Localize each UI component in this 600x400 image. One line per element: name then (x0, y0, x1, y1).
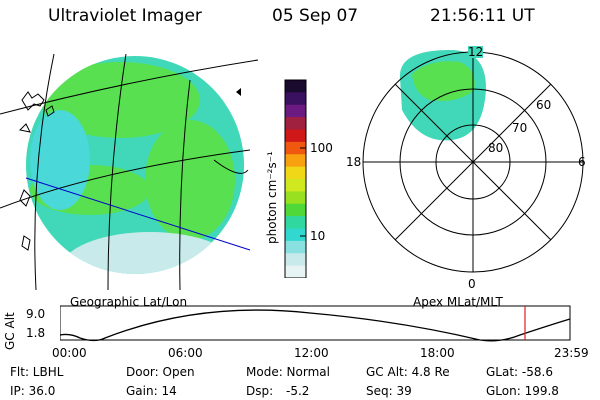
mlt-label-6: 6 (578, 155, 586, 169)
polar-plot (362, 50, 584, 273)
sun-direction-marker (236, 88, 241, 96)
colorbar-stripe (285, 265, 306, 278)
colorbar-tick-100: 100 (310, 141, 333, 155)
mlt-label-18: 18 (346, 155, 362, 169)
polar-emission-bright (412, 61, 475, 101)
colorbar-stripe (285, 141, 306, 155)
colorbar-stripe (285, 179, 306, 192)
seq-status: Seq: 39 (366, 384, 412, 398)
colorbar-stripe (285, 166, 306, 180)
colorbar-stripe (285, 92, 306, 106)
colorbar-stripe (285, 216, 306, 229)
colorbar-stripe (285, 154, 306, 168)
colorbar-stripe (285, 203, 306, 217)
colorbar-stripe (285, 80, 306, 93)
glon-status: GLon: 199.8 (486, 384, 559, 398)
altitude-frame (60, 305, 571, 341)
mode-status: Mode: Normal (246, 365, 330, 379)
terminator-line (25, 177, 251, 251)
mlt-label-0: 0 (468, 277, 476, 291)
door-status: Door: Open (126, 365, 195, 379)
time-tick-1200: 12:00 (294, 346, 329, 360)
gain-status: Gain: 14 (126, 384, 177, 398)
filter-status: Flt: LBHL (10, 365, 64, 379)
mlat-label-60: 60 (536, 98, 552, 112)
colorbar-stripe (285, 129, 306, 143)
colorbar-stripe (285, 253, 306, 267)
colorbar (284, 79, 307, 278)
colorbar-stripe (285, 117, 306, 130)
emission-disk (26, 56, 244, 274)
altitude-curve (60, 309, 571, 342)
mlt-label-12: 12 (468, 45, 484, 59)
colorbar-unit-label: photon cm⁻²s⁻¹ (265, 151, 279, 244)
colorbar-stripe (285, 191, 306, 205)
coastline (18, 91, 55, 251)
time-tick-1800: 18:00 (420, 346, 455, 360)
dsp-label: Dsp: (246, 384, 274, 398)
altitude-ylabel: GC Alt (3, 312, 17, 350)
altitude-ytick-9: 9.0 (26, 307, 46, 321)
polar-caption: Apex MLat/MLT (413, 295, 503, 309)
latlon-grid (0, 53, 259, 290)
colorbar-tick-10: 10 (310, 229, 326, 243)
mlat-label-70: 70 (512, 121, 528, 135)
geo-caption: Geographic Lat/Lon (70, 295, 188, 309)
ip-status: IP: 36.0 (10, 384, 56, 398)
time-tick-2359: 23:59 (554, 346, 589, 360)
colorbar-stripe (285, 104, 306, 118)
gc-alt-status: GC Alt: 4.8 Re (366, 365, 450, 379)
colorbar-stripe (285, 228, 306, 242)
app-title: Ultraviolet Imager (48, 6, 202, 26)
date-label: 05 Sep 07 (272, 6, 359, 26)
altitude-plot (60, 305, 571, 342)
dsp-value: -5.2 (286, 384, 310, 398)
glat-status: GLat: -58.6 (486, 365, 553, 379)
colorbar-stripe (285, 240, 306, 254)
altitude-ytick-1: 1.8 (26, 326, 46, 340)
mlat-label-80: 80 (488, 141, 504, 155)
time-tick-0000: 00:00 (52, 346, 87, 360)
time-tick-0600: 06:00 (168, 346, 203, 360)
geographic-image (0, 53, 259, 290)
polar-grid (362, 51, 584, 273)
time-label: 21:56:11 UT (430, 6, 535, 26)
